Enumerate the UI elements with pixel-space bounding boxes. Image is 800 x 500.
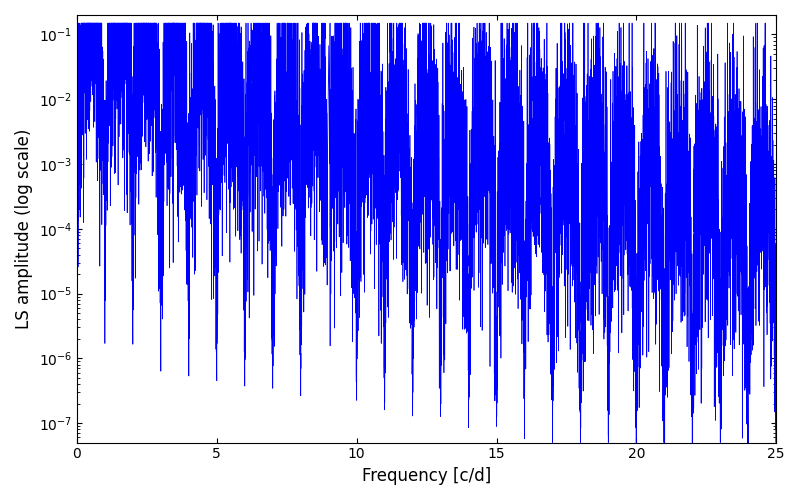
X-axis label: Frequency [c/d]: Frequency [c/d]	[362, 467, 491, 485]
Y-axis label: LS amplitude (log scale): LS amplitude (log scale)	[15, 128, 33, 329]
